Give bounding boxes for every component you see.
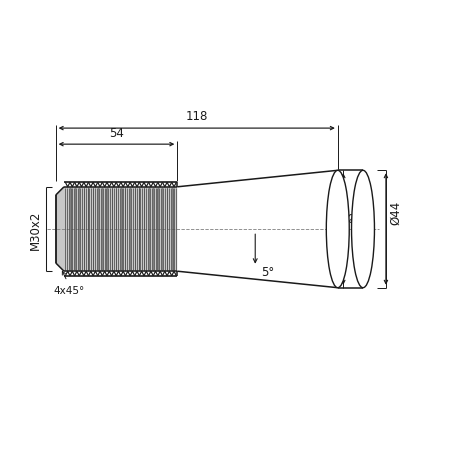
Ellipse shape	[325, 171, 348, 288]
Text: 54: 54	[109, 126, 123, 140]
Text: 118: 118	[185, 110, 207, 123]
Text: 5°: 5°	[260, 266, 274, 279]
Text: Ø44: Ø44	[389, 201, 402, 225]
Polygon shape	[56, 187, 177, 272]
Text: M30x2: M30x2	[28, 210, 41, 249]
Ellipse shape	[351, 171, 374, 288]
Text: Ø41: Ø41	[346, 212, 370, 225]
Text: 4x45°: 4x45°	[53, 285, 84, 295]
